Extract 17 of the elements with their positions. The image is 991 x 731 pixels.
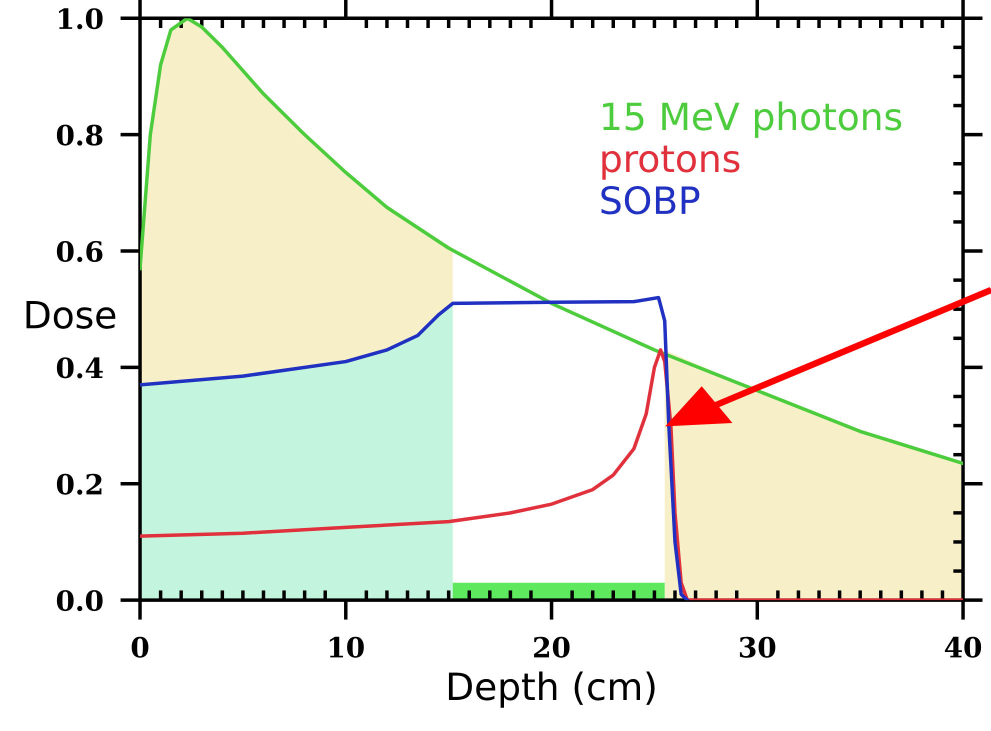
y-tick-label: 0.2 [56, 474, 102, 495]
y-tick-label: 1.0 [58, 8, 103, 30]
y-tick-label: 0.4 [56, 357, 103, 378]
text: SOBP [601, 186, 700, 214]
y-tick-label: 0.8 [56, 124, 102, 146]
x-axis-title: Depth (cm) [448, 671, 655, 708]
x-tick-label: 30 [740, 636, 776, 658]
y-axis-title: Dose [26, 300, 116, 329]
x-tick-label: 20 [534, 636, 570, 658]
x-tick-label: 10 [330, 636, 364, 658]
y-tick-label: 0.0 [56, 590, 103, 612]
x-tick-label: 0 [132, 636, 148, 658]
y-tick-label: 0.6 [56, 240, 102, 262]
x-tick-label: 40 [944, 636, 982, 658]
text: 15 MeV photons [603, 102, 902, 138]
text: protons [602, 146, 740, 180]
line-series [140, 296, 690, 600]
